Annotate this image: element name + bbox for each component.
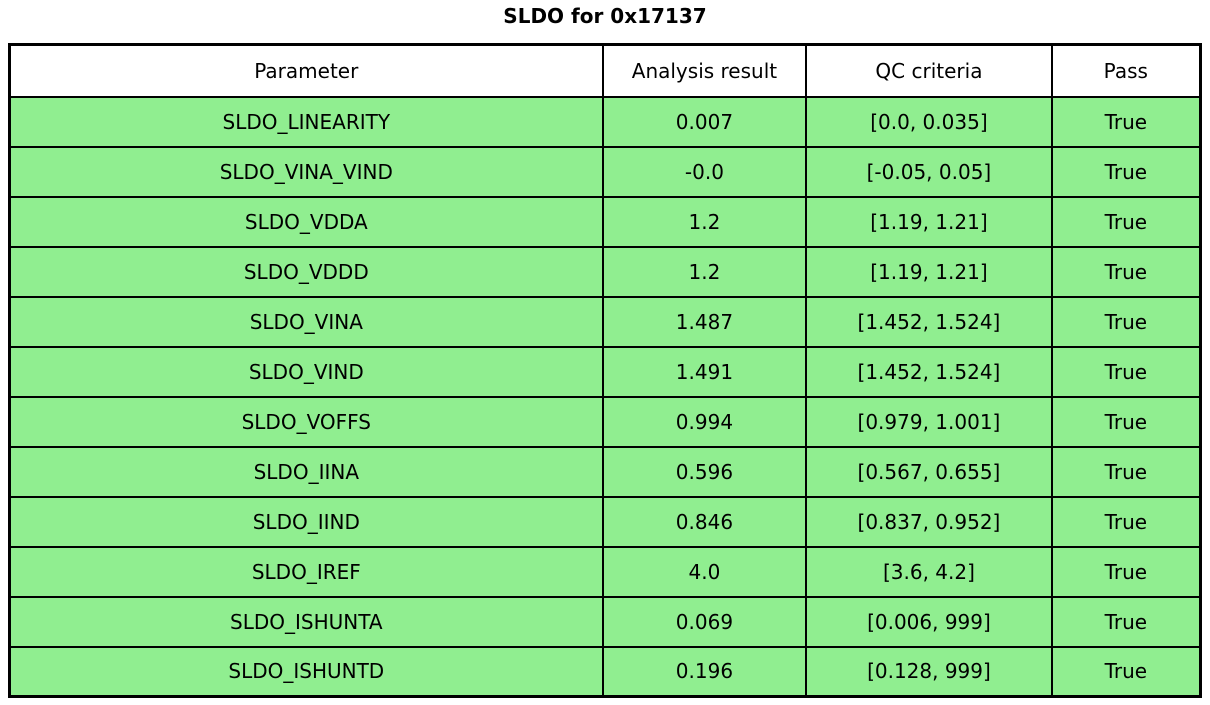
cell-analysis-result: 1.491 <box>601 345 808 398</box>
cell-qc-criteria: [1.19, 1.21] <box>805 245 1053 298</box>
cell-pass: True <box>1050 395 1202 448</box>
cell-pass: True <box>1050 445 1202 498</box>
cell-parameter: SLDO_VDDD <box>8 245 604 298</box>
table-row: SLDO_IINA 0.596 [0.567, 0.655] True <box>8 445 1202 498</box>
cell-qc-criteria: [0.128, 999] <box>805 645 1053 698</box>
table-row: SLDO_VINA 1.487 [1.452, 1.524] True <box>8 295 1202 348</box>
cell-qc-criteria: [0.837, 0.952] <box>805 495 1053 548</box>
cell-pass: True <box>1050 595 1202 648</box>
cell-pass: True <box>1050 345 1202 398</box>
col-header-analysis-result: Analysis result <box>601 43 808 98</box>
cell-qc-criteria: [1.452, 1.524] <box>805 345 1053 398</box>
cell-analysis-result: 0.596 <box>601 445 808 498</box>
cell-parameter: SLDO_VDDA <box>8 195 604 248</box>
cell-parameter: SLDO_ISHUNTD <box>8 645 604 698</box>
table-row: SLDO_IREF 4.0 [3.6, 4.2] True <box>8 545 1202 598</box>
cell-parameter: SLDO_IREF <box>8 545 604 598</box>
cell-analysis-result: 0.196 <box>601 645 808 698</box>
cell-qc-criteria: [0.0, 0.035] <box>805 95 1053 148</box>
cell-qc-criteria: [1.452, 1.524] <box>805 295 1053 348</box>
cell-analysis-result: 4.0 <box>601 545 808 598</box>
cell-qc-criteria: [0.567, 0.655] <box>805 445 1053 498</box>
col-header-pass: Pass <box>1050 43 1202 98</box>
cell-parameter: SLDO_VOFFS <box>8 395 604 448</box>
cell-qc-criteria: [0.979, 1.001] <box>805 395 1053 448</box>
table-row: SLDO_ISHUNTA 0.069 [0.006, 999] True <box>8 595 1202 648</box>
cell-qc-criteria: [3.6, 4.2] <box>805 545 1053 598</box>
table-row: SLDO_IIND 0.846 [0.837, 0.952] True <box>8 495 1202 548</box>
table-row: SLDO_LINEARITY 0.007 [0.0, 0.035] True <box>8 95 1202 148</box>
cell-analysis-result: 0.069 <box>601 595 808 648</box>
cell-parameter: SLDO_VIND <box>8 345 604 398</box>
cell-pass: True <box>1050 645 1202 698</box>
header-row: Parameter Analysis result QC criteria Pa… <box>8 43 1202 98</box>
cell-analysis-result: 0.846 <box>601 495 808 548</box>
cell-parameter: SLDO_LINEARITY <box>8 95 604 148</box>
table-row: SLDO_VDDD 1.2 [1.19, 1.21] True <box>8 245 1202 298</box>
cell-analysis-result: 1.2 <box>601 195 808 248</box>
cell-analysis-result: 0.994 <box>601 395 808 448</box>
cell-qc-criteria: [1.19, 1.21] <box>805 195 1053 248</box>
cell-analysis-result: 0.007 <box>601 95 808 148</box>
cell-analysis-result: -0.0 <box>601 145 808 198</box>
table-row: SLDO_VINA_VIND -0.0 [-0.05, 0.05] True <box>8 145 1202 198</box>
cell-qc-criteria: [0.006, 999] <box>805 595 1053 648</box>
col-header-qc-criteria: QC criteria <box>805 43 1053 98</box>
cell-pass: True <box>1050 245 1202 298</box>
cell-pass: True <box>1050 545 1202 598</box>
cell-parameter: SLDO_VINA_VIND <box>8 145 604 198</box>
cell-analysis-result: 1.2 <box>601 245 808 298</box>
cell-pass: True <box>1050 295 1202 348</box>
cell-analysis-result: 1.487 <box>601 295 808 348</box>
cell-pass: True <box>1050 95 1202 148</box>
cell-pass: True <box>1050 145 1202 198</box>
table-header: Parameter Analysis result QC criteria Pa… <box>8 43 1202 98</box>
table-row: SLDO_VOFFS 0.994 [0.979, 1.001] True <box>8 395 1202 448</box>
col-header-parameter: Parameter <box>8 43 604 98</box>
cell-parameter: SLDO_ISHUNTA <box>8 595 604 648</box>
cell-pass: True <box>1050 195 1202 248</box>
table-row: SLDO_ISHUNTD 0.196 [0.128, 999] True <box>8 645 1202 698</box>
cell-pass: True <box>1050 495 1202 548</box>
table-row: SLDO_VIND 1.491 [1.452, 1.524] True <box>8 345 1202 398</box>
cell-parameter: SLDO_IIND <box>8 495 604 548</box>
table-row: SLDO_VDDA 1.2 [1.19, 1.21] True <box>8 195 1202 248</box>
chart-title: SLDO for 0x17137 <box>503 4 707 28</box>
cell-parameter: SLDO_VINA <box>8 295 604 348</box>
cell-qc-criteria: [-0.05, 0.05] <box>805 145 1053 198</box>
cell-parameter: SLDO_IINA <box>8 445 604 498</box>
table-body: SLDO_LINEARITY 0.007 [0.0, 0.035] True S… <box>8 95 1202 698</box>
qc-results-table: Parameter Analysis result QC criteria Pa… <box>8 43 1202 698</box>
